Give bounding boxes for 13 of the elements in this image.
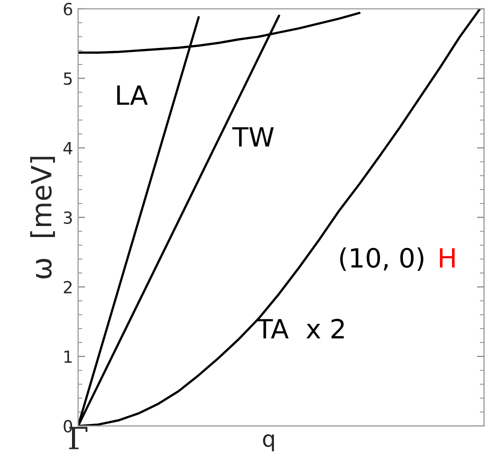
series-label: TW	[232, 127, 274, 146]
y-tick-label: 1	[64, 350, 72, 363]
annotation: H	[440, 248, 455, 268]
y-tick-label: 6	[64, 2, 72, 16]
y-tick-label: 5	[64, 72, 72, 85]
series-label: LA	[117, 86, 148, 105]
y-tick-label: 2	[64, 280, 72, 294]
y-axis-title: ω [meV]	[30, 156, 55, 278]
y-tick-label: 3	[64, 211, 72, 224]
x-axis-title: q	[263, 434, 274, 452]
series-label: TA x 2	[256, 318, 344, 338]
annotation: (10, 0)	[340, 247, 424, 271]
y-tick-label: 4	[63, 142, 72, 154]
